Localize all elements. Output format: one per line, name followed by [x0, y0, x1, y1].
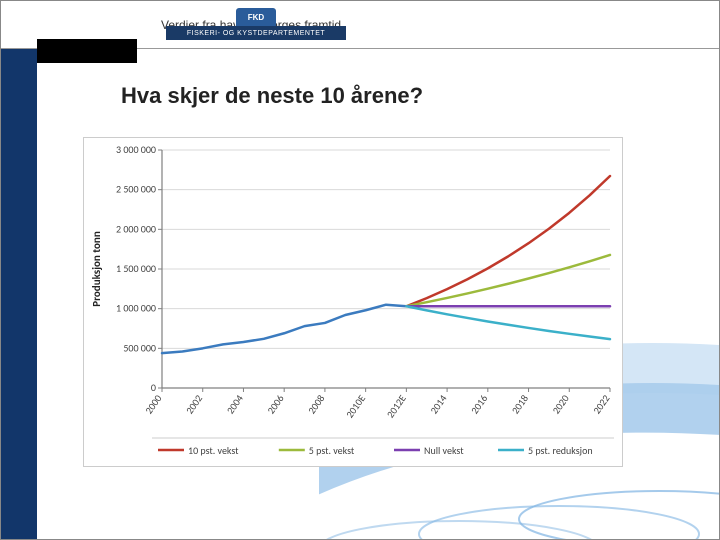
svg-text:1 500 000: 1 500 000	[116, 262, 156, 275]
svg-text:5 pst. vekst: 5 pst. vekst	[309, 444, 355, 457]
svg-text:2008: 2008	[305, 392, 327, 416]
slide: FKD FISKERI- OG KYSTDEPARTEMENTET Verdie…	[0, 0, 720, 540]
svg-text:Null vekst: Null vekst	[424, 444, 464, 457]
svg-text:3 000 000: 3 000 000	[116, 143, 156, 156]
svg-text:2 500 000: 2 500 000	[116, 183, 156, 196]
svg-text:Produksjon tonn: Produksjon tonn	[90, 231, 103, 307]
svg-text:5 pst. reduksjon: 5 pst. reduksjon	[528, 444, 593, 457]
svg-text:2002: 2002	[183, 392, 205, 416]
svg-text:2020: 2020	[549, 392, 571, 416]
svg-text:2010E: 2010E	[343, 392, 368, 420]
svg-text:2022: 2022	[590, 392, 612, 416]
svg-text:2004: 2004	[224, 392, 246, 416]
svg-text:2012E: 2012E	[384, 392, 409, 420]
svg-text:2014: 2014	[427, 392, 449, 416]
svg-text:2 000 000: 2 000 000	[116, 222, 156, 235]
line-chart: 0500 0001 000 0001 500 0002 000 0002 500…	[84, 138, 624, 468]
svg-text:2006: 2006	[264, 392, 286, 416]
svg-text:10 pst. vekst: 10 pst. vekst	[188, 444, 239, 457]
chart-container: 0500 0001 000 0001 500 0002 000 0002 500…	[83, 137, 623, 467]
corner-block	[37, 39, 137, 63]
svg-text:500 000: 500 000	[123, 341, 156, 354]
ministry-logo: FKD FISKERI- OG KYSTDEPARTEMENTET	[161, 5, 351, 43]
slide-title: Hva skjer de neste 10 årene?	[121, 83, 423, 109]
svg-text:2016: 2016	[468, 392, 490, 416]
logo-crest: FKD	[236, 8, 276, 26]
logo-strip: FISKERI- OG KYSTDEPARTEMENTET	[166, 26, 346, 40]
side-left-bar	[1, 49, 37, 539]
svg-text:1 000 000: 1 000 000	[116, 302, 156, 315]
svg-text:2018: 2018	[509, 392, 531, 416]
svg-text:2000: 2000	[142, 392, 164, 416]
